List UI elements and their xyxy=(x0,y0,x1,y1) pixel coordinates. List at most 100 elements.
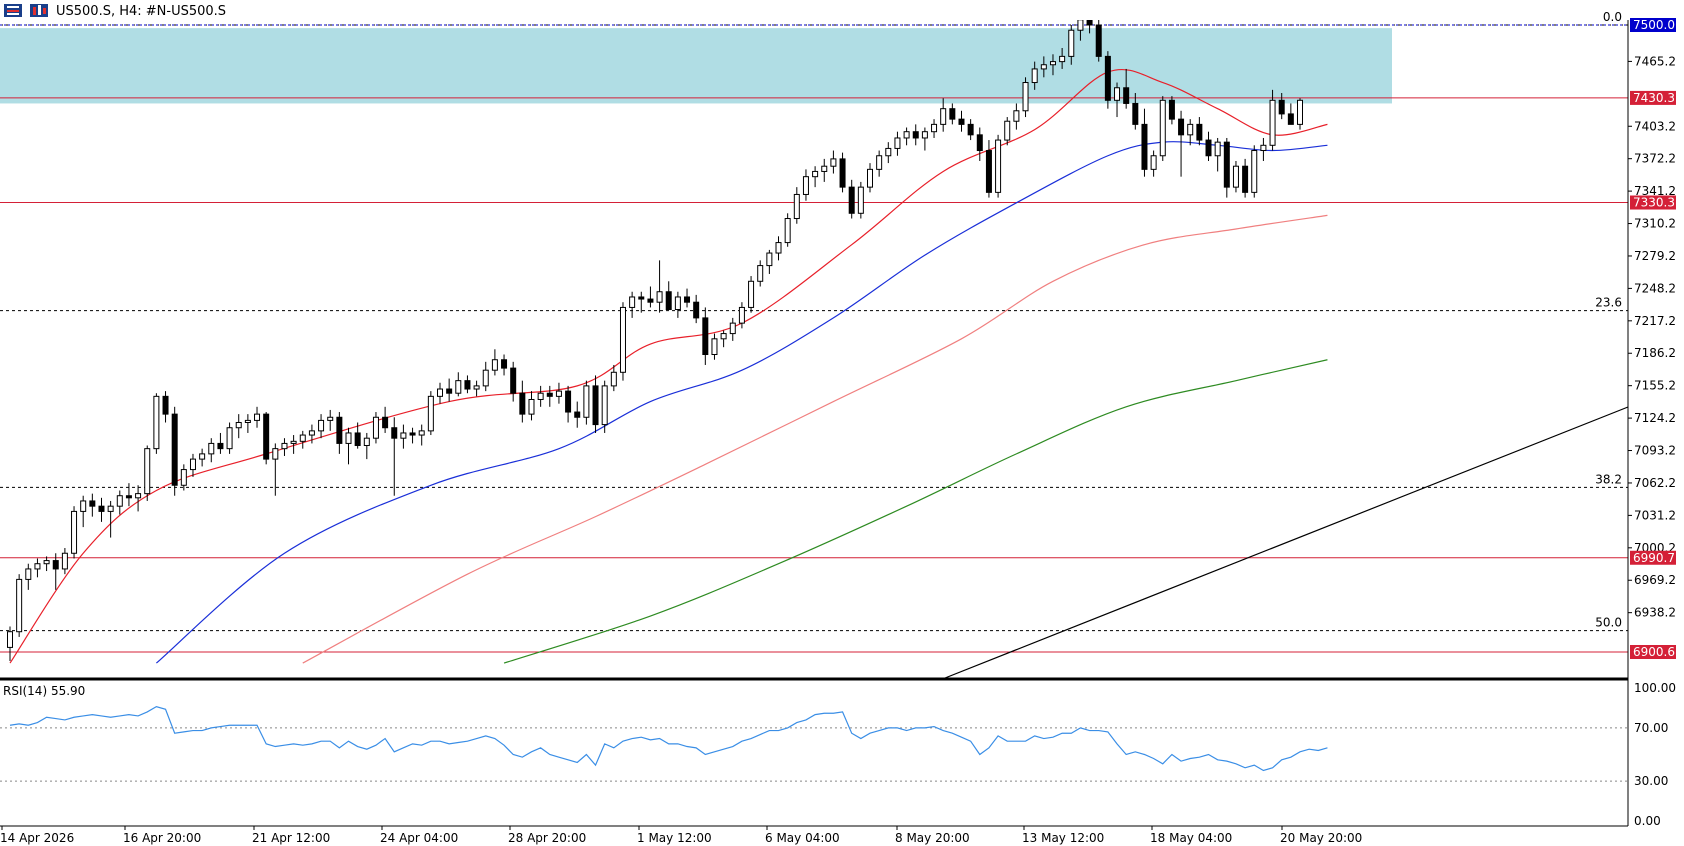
candle[interactable] xyxy=(574,401,581,428)
candle[interactable] xyxy=(1086,15,1093,34)
candle[interactable] xyxy=(519,380,526,423)
candle[interactable] xyxy=(985,140,992,198)
candle[interactable] xyxy=(7,626,13,661)
candle[interactable] xyxy=(372,412,379,444)
candle[interactable] xyxy=(263,412,270,465)
candle[interactable] xyxy=(1013,103,1020,130)
candle[interactable] xyxy=(1196,117,1203,146)
candle[interactable] xyxy=(363,432,370,460)
ma-slow-line[interactable] xyxy=(302,214,1328,664)
candle[interactable] xyxy=(153,393,160,454)
candle[interactable] xyxy=(254,406,261,428)
candle[interactable] xyxy=(931,119,938,138)
candle[interactable] xyxy=(1031,61,1038,90)
candle[interactable] xyxy=(693,294,700,324)
candle[interactable] xyxy=(848,179,855,219)
candle[interactable] xyxy=(748,276,755,313)
candle[interactable] xyxy=(510,361,517,402)
candle[interactable] xyxy=(610,364,617,392)
candle[interactable] xyxy=(1297,98,1303,130)
candle[interactable] xyxy=(674,291,681,318)
candle[interactable] xyxy=(967,119,974,141)
candle[interactable] xyxy=(1187,119,1194,146)
candle[interactable] xyxy=(867,163,873,193)
candle[interactable] xyxy=(464,375,471,394)
candle[interactable] xyxy=(1077,9,1084,41)
candle[interactable] xyxy=(409,427,416,444)
candle[interactable] xyxy=(391,417,398,496)
candle[interactable] xyxy=(446,378,453,402)
candle[interactable] xyxy=(491,349,498,376)
price-badge[interactable] xyxy=(1630,645,1676,659)
candle[interactable] xyxy=(565,385,572,423)
price-badge[interactable] xyxy=(1630,550,1676,565)
price-badge[interactable] xyxy=(1630,195,1676,210)
candle[interactable] xyxy=(107,500,114,538)
candle[interactable] xyxy=(1278,92,1285,120)
candle[interactable] xyxy=(1123,68,1130,109)
candle[interactable] xyxy=(336,412,343,454)
candle[interactable] xyxy=(821,158,828,182)
candle[interactable] xyxy=(1004,117,1011,146)
candle[interactable] xyxy=(482,361,489,392)
candle[interactable] xyxy=(16,574,23,637)
candle[interactable] xyxy=(1040,56,1047,78)
candle[interactable] xyxy=(1205,131,1212,161)
candle[interactable] xyxy=(665,281,672,311)
candle[interactable] xyxy=(281,438,288,456)
candle[interactable] xyxy=(80,495,87,528)
supply-zone[interactable] xyxy=(0,28,1392,104)
candle[interactable] xyxy=(885,142,892,164)
candle[interactable] xyxy=(583,380,590,425)
candle[interactable] xyxy=(171,406,178,496)
candle[interactable] xyxy=(656,260,663,313)
list-icon[interactable] xyxy=(4,4,22,17)
candle[interactable] xyxy=(473,380,480,397)
candle[interactable] xyxy=(162,391,169,423)
candle[interactable] xyxy=(546,385,553,407)
candle[interactable] xyxy=(784,213,791,247)
candle[interactable] xyxy=(702,307,709,365)
candle[interactable] xyxy=(1242,158,1249,198)
candle[interactable] xyxy=(793,187,800,224)
candle[interactable] xyxy=(235,414,242,439)
candle[interactable] xyxy=(180,464,187,491)
candle[interactable] xyxy=(1150,150,1157,177)
candle[interactable] xyxy=(629,291,636,318)
candle[interactable] xyxy=(308,424,315,444)
candle[interactable] xyxy=(555,382,562,404)
candle[interactable] xyxy=(995,134,1002,198)
candle[interactable] xyxy=(318,414,325,439)
candle[interactable] xyxy=(382,406,389,433)
candle[interactable] xyxy=(501,354,508,376)
candle[interactable] xyxy=(71,506,78,559)
candle[interactable] xyxy=(976,127,983,161)
trend-line[interactable] xyxy=(939,406,1629,681)
candle[interactable] xyxy=(299,430,306,449)
candle[interactable] xyxy=(839,152,846,193)
candle[interactable] xyxy=(1114,82,1121,118)
candle[interactable] xyxy=(1232,160,1239,193)
candle[interactable] xyxy=(812,166,819,188)
candle[interactable] xyxy=(290,435,297,454)
candle[interactable] xyxy=(647,286,654,308)
candle[interactable] xyxy=(1059,48,1066,69)
candle[interactable] xyxy=(1132,92,1139,130)
price-badge[interactable] xyxy=(1630,18,1676,32)
candle[interactable] xyxy=(738,302,745,329)
candle[interactable] xyxy=(802,169,809,201)
candle[interactable] xyxy=(830,150,837,174)
candle[interactable] xyxy=(876,150,883,177)
candle[interactable] xyxy=(25,563,32,590)
candle[interactable] xyxy=(116,490,123,515)
candle[interactable] xyxy=(958,110,965,132)
candle[interactable] xyxy=(272,443,279,496)
candle[interactable] xyxy=(98,497,105,522)
ma-long-line[interactable] xyxy=(503,359,1328,664)
candle[interactable] xyxy=(940,98,947,132)
candle[interactable] xyxy=(1178,110,1185,177)
candle[interactable] xyxy=(711,333,718,360)
candle[interactable] xyxy=(528,391,535,421)
candle[interactable] xyxy=(1159,96,1166,161)
candle[interactable] xyxy=(766,249,773,274)
